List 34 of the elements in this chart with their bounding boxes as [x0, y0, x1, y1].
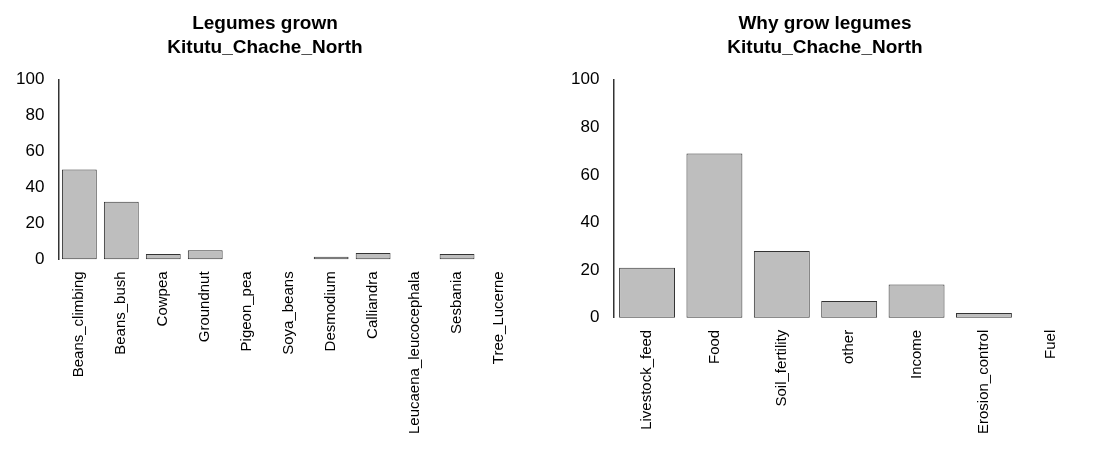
x-tick-label: Pigeon_pea: [237, 270, 255, 352]
x-tick-label: Calliandra: [363, 270, 381, 339]
x-tick-label: other: [839, 329, 857, 364]
x-tick-label: Food: [704, 329, 722, 364]
chart-title: Legumes grown: [192, 11, 338, 33]
x-tick-label: Soya_beans: [279, 271, 297, 355]
y-tick-label: 100: [15, 69, 45, 89]
x-tick-label: Beans_bush: [111, 271, 129, 355]
x-tick-label: Cowpea: [153, 270, 171, 327]
x-tick-label: Sesbania: [447, 270, 465, 334]
x-tick-label: Erosion_control: [974, 329, 992, 435]
x-tick-label: Leucaena_leucocephala: [405, 270, 423, 435]
x-tick-label: Livestock_feed: [637, 329, 655, 430]
y-tick-label: 60: [580, 164, 600, 184]
y-tick-label: 80: [580, 116, 600, 136]
chart-subtitle: Kitutu_Chache_North: [727, 36, 923, 58]
x-tick-label: Desmodium: [321, 271, 339, 352]
y-tick-label: 0: [589, 307, 600, 327]
x-tick-label: Beans_climbing: [69, 271, 87, 378]
chart-title: Why grow legumes: [738, 11, 912, 33]
y-tick-label: 20: [25, 213, 45, 233]
x-tick-label: Income: [906, 329, 924, 379]
x-tick-label: Soil_fertility: [771, 329, 789, 407]
y-tick-label: 20: [580, 259, 600, 279]
x-tick-label: Fuel: [1041, 329, 1059, 359]
y-tick-label: 80: [25, 105, 45, 125]
y-tick-label: 100: [570, 69, 600, 89]
x-tick-label: Groundnut: [195, 270, 213, 343]
x-tick-label: Tree_Lucerne: [489, 271, 507, 365]
y-tick-label: 40: [25, 177, 45, 197]
y-tick-label: 40: [580, 212, 600, 232]
y-tick-label: 60: [25, 141, 45, 161]
chart-subtitle: Kitutu_Chache_North: [167, 36, 363, 58]
y-tick-label: 0: [34, 249, 45, 269]
